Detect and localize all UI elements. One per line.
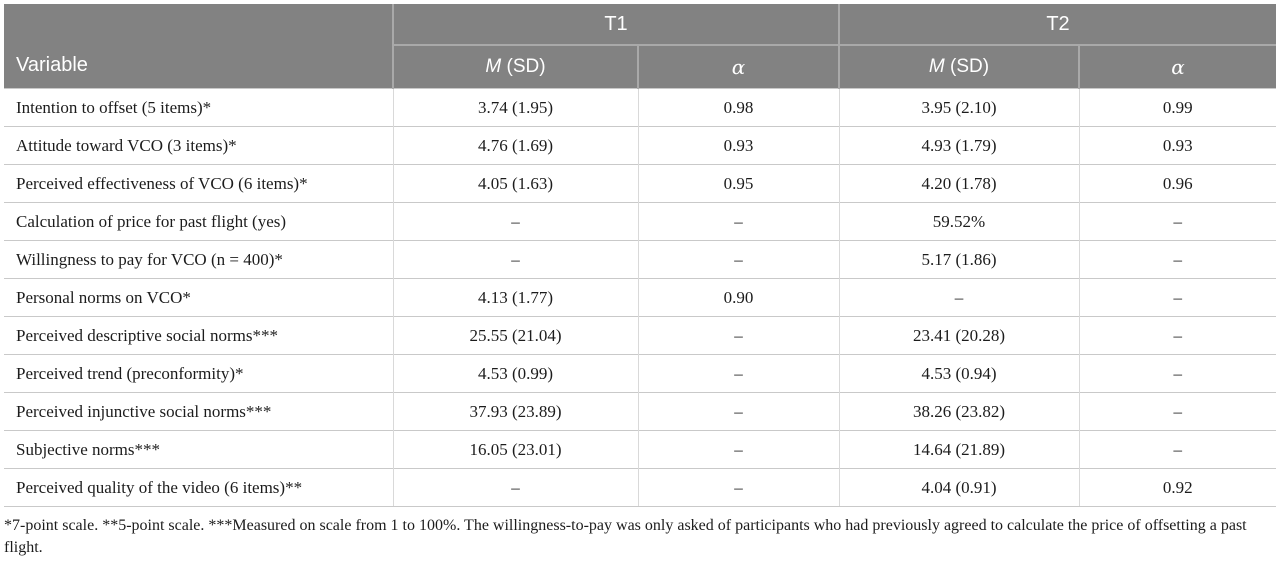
row-variable: Willingness to pay for VCO (n = 400)* bbox=[4, 240, 393, 279]
column-header-variable: Variable bbox=[4, 4, 393, 89]
cell-t2-msd: 4.53 (0.94) bbox=[838, 354, 1079, 393]
header-sub-row: M (SD) α M (SD) α bbox=[4, 44, 1276, 89]
cell-t1-msd: – bbox=[392, 240, 638, 279]
cell-t1-alpha: 0.95 bbox=[637, 164, 839, 203]
cell-t2-msd: – bbox=[838, 278, 1079, 317]
cell-t2-alpha: – bbox=[1078, 240, 1276, 279]
cell-t2-alpha: 0.99 bbox=[1078, 88, 1276, 127]
cell-t1-alpha: – bbox=[637, 468, 839, 507]
cell-t2-alpha: – bbox=[1078, 202, 1276, 241]
cell-t1-alpha: – bbox=[637, 316, 839, 355]
row-variable: Perceived trend (preconformity)* bbox=[4, 354, 393, 393]
cell-t2-msd: 5.17 (1.86) bbox=[838, 240, 1079, 279]
cell-t2-msd: 14.64 (21.89) bbox=[838, 430, 1079, 469]
cell-t1-alpha: – bbox=[637, 430, 839, 469]
cell-t1-msd: – bbox=[392, 202, 638, 241]
cell-t1-alpha: 0.90 bbox=[637, 278, 839, 317]
row-variable: Personal norms on VCO* bbox=[4, 278, 393, 317]
table-row: Perceived descriptive social norms*** 25… bbox=[4, 316, 1276, 355]
cell-t1-msd: 4.76 (1.69) bbox=[392, 126, 638, 165]
table-row: Intention to offset (5 items)* 3.74 (1.9… bbox=[4, 88, 1276, 127]
column-header-t2-msd: M (SD) bbox=[838, 44, 1079, 89]
row-variable: Perceived quality of the video (6 items)… bbox=[4, 468, 393, 507]
cell-t1-msd: 4.53 (0.99) bbox=[392, 354, 638, 393]
sd-label: (SD) bbox=[950, 56, 990, 77]
cell-t2-msd: 4.93 (1.79) bbox=[838, 126, 1079, 165]
column-header-t1-msd: M (SD) bbox=[392, 44, 638, 89]
m-label: M bbox=[928, 56, 945, 77]
cell-t2-alpha: – bbox=[1078, 316, 1276, 355]
cell-t2-msd: 38.26 (23.82) bbox=[838, 392, 1079, 431]
descriptives-table: Variable T1 T2 M (SD) α M (SD) α Intention… bbox=[4, 4, 1276, 507]
alpha-label: α bbox=[731, 54, 746, 79]
cell-t1-alpha: – bbox=[637, 392, 839, 431]
cell-t1-msd: 16.05 (23.01) bbox=[392, 430, 638, 469]
cell-t2-msd: 23.41 (20.28) bbox=[838, 316, 1079, 355]
cell-t2-alpha: 0.92 bbox=[1078, 468, 1276, 507]
row-variable: Perceived descriptive social norms*** bbox=[4, 316, 393, 355]
cell-t2-alpha: – bbox=[1078, 392, 1276, 431]
column-header-t1-alpha: α bbox=[637, 44, 839, 89]
row-variable: Perceived injunctive social norms*** bbox=[4, 392, 393, 431]
cell-t1-alpha: 0.98 bbox=[637, 88, 839, 127]
cell-t1-msd: 4.13 (1.77) bbox=[392, 278, 638, 317]
cell-t2-msd: 4.04 (0.91) bbox=[838, 468, 1079, 507]
table-row: Perceived trend (preconformity)* 4.53 (0… bbox=[4, 354, 1276, 393]
table-footnote: *7-point scale. **5-point scale. ***Meas… bbox=[4, 517, 1247, 556]
cell-t2-msd: 4.20 (1.78) bbox=[838, 164, 1079, 203]
cell-t2-msd: 3.95 (2.10) bbox=[838, 88, 1079, 127]
cell-t1-msd: 3.74 (1.95) bbox=[392, 88, 638, 127]
cell-t1-alpha: – bbox=[637, 240, 839, 279]
column-group-t2: T2 bbox=[838, 4, 1276, 45]
column-header-t2-alpha: α bbox=[1078, 44, 1276, 89]
cell-t2-alpha: 0.96 bbox=[1078, 164, 1276, 203]
table-row: Perceived quality of the video (6 items)… bbox=[4, 468, 1276, 507]
header-group-row: Variable T1 T2 bbox=[4, 4, 1276, 89]
row-variable: Intention to offset (5 items)* bbox=[4, 88, 393, 127]
cell-t1-msd: 4.05 (1.63) bbox=[392, 164, 638, 203]
table-row: Perceived injunctive social norms*** 37.… bbox=[4, 392, 1276, 431]
table-row: Calculation of price for past flight (ye… bbox=[4, 202, 1276, 241]
sd-label: (SD) bbox=[506, 56, 546, 77]
cell-t2-msd: 59.52% bbox=[838, 202, 1079, 241]
cell-t1-msd: 25.55 (21.04) bbox=[392, 316, 638, 355]
cell-t2-alpha: – bbox=[1078, 278, 1276, 317]
table-row: Personal norms on VCO* 4.13 (1.77) 0.90 … bbox=[4, 278, 1276, 317]
row-variable: Attitude toward VCO (3 items)* bbox=[4, 126, 393, 165]
cell-t1-msd: – bbox=[392, 468, 638, 507]
table-header: Variable T1 T2 M (SD) α M (SD) α bbox=[4, 4, 1276, 89]
row-variable: Calculation of price for past flight (ye… bbox=[4, 202, 393, 241]
cell-t1-alpha: – bbox=[637, 202, 839, 241]
cell-t1-msd: 37.93 (23.89) bbox=[392, 392, 638, 431]
column-group-t1: T1 bbox=[392, 4, 839, 45]
table-row: Subjective norms*** 16.05 (23.01) – 14.6… bbox=[4, 430, 1276, 469]
cell-t1-alpha: – bbox=[637, 354, 839, 393]
cell-t1-alpha: 0.93 bbox=[637, 126, 839, 165]
m-label: M bbox=[485, 56, 502, 77]
table-body: Intention to offset (5 items)* 3.74 (1.9… bbox=[4, 88, 1276, 507]
cell-t2-alpha: – bbox=[1078, 430, 1276, 469]
table-row: Perceived effectiveness of VCO (6 items)… bbox=[4, 164, 1276, 203]
table-row: Attitude toward VCO (3 items)* 4.76 (1.6… bbox=[4, 126, 1276, 165]
row-variable: Subjective norms*** bbox=[4, 430, 393, 469]
row-variable: Perceived effectiveness of VCO (6 items)… bbox=[4, 164, 393, 203]
alpha-label: α bbox=[1171, 54, 1185, 79]
cell-t2-alpha: – bbox=[1078, 354, 1276, 393]
table-row: Willingness to pay for VCO (n = 400)* – … bbox=[4, 240, 1276, 279]
cell-t2-alpha: 0.93 bbox=[1078, 126, 1276, 165]
